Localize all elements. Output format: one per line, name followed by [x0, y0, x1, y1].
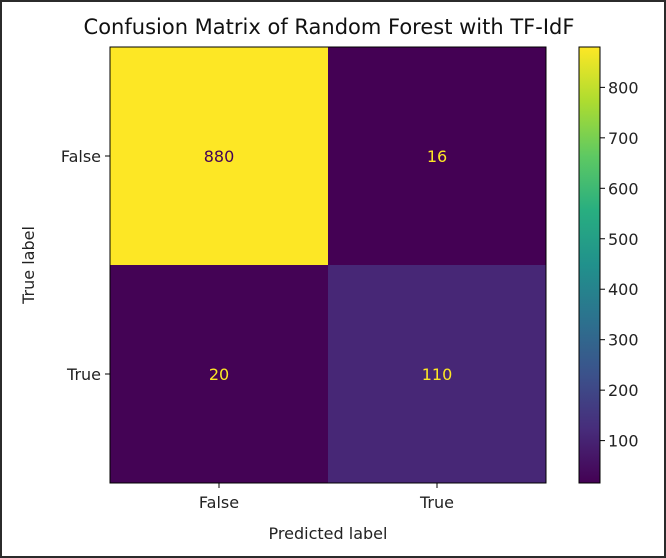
heatmap-cells [110, 47, 546, 483]
colorbar-tick-label: 300 [608, 331, 639, 350]
cell-value-label: 20 [209, 365, 229, 384]
x-axis-label: Predicted label [269, 524, 388, 543]
x-tick-label: True [419, 493, 454, 512]
heatmap-cell [110, 47, 328, 265]
colorbar-tick-label: 500 [608, 230, 639, 249]
colorbar-tick-label: 600 [608, 179, 639, 198]
cell-value-label: 16 [427, 147, 447, 166]
colorbar-ticks: 100 200 300 400 500 600 700 800 [600, 78, 639, 451]
colorbar-tick-label: 100 [608, 432, 639, 451]
y-tick-label: False [61, 147, 101, 166]
plot-frame [109, 46, 547, 484]
colorbar-tick-label: 700 [608, 129, 639, 148]
x-tick-label: False [199, 493, 239, 512]
heatmap-cell-labels: 880 16 20 110 [204, 147, 453, 384]
colorbar-tick-label: 200 [608, 381, 639, 400]
cell-value-label: 110 [422, 365, 453, 384]
cell-value-label: 880 [204, 147, 235, 166]
y-tick-label: True [66, 365, 101, 384]
heatmap-cell [110, 265, 328, 483]
colorbar [578, 46, 601, 484]
colorbar-tick-label: 400 [608, 280, 639, 299]
heatmap-cell [328, 265, 546, 483]
y-axis-ticks: False True [61, 147, 110, 384]
y-axis-label: True label [19, 226, 38, 305]
chart-title: Confusion Matrix of Random Forest with T… [84, 15, 575, 39]
heatmap-cell [328, 47, 546, 265]
colorbar-tick-label: 800 [608, 78, 639, 97]
x-axis-ticks: False True [199, 483, 454, 512]
